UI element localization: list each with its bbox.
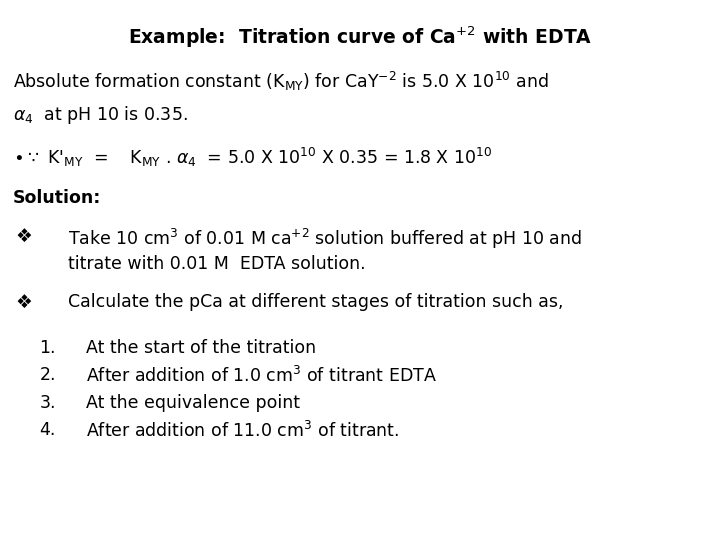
Text: After addition of 11.0 cm$^3$ of titrant.: After addition of 11.0 cm$^3$ of titrant… bbox=[86, 421, 400, 441]
Text: 2.: 2. bbox=[40, 366, 56, 384]
Text: Calculate the pCa at different stages of titration such as,: Calculate the pCa at different stages of… bbox=[68, 293, 564, 311]
Text: After addition of 1.0 cm$^3$ of titrant EDTA: After addition of 1.0 cm$^3$ of titrant … bbox=[86, 366, 437, 386]
Text: $\bullet$$\because$ K'$_{\rm MY}$  =    K$_{\rm MY}$ . $\alpha_4$  = 5.0 X 10$^{: $\bullet$$\because$ K'$_{\rm MY}$ = K$_{… bbox=[13, 146, 492, 169]
Text: titrate with 0.01 M  EDTA solution.: titrate with 0.01 M EDTA solution. bbox=[68, 255, 366, 273]
Text: ❖: ❖ bbox=[16, 293, 32, 312]
Text: $\alpha_4$  at pH 10 is 0.35.: $\alpha_4$ at pH 10 is 0.35. bbox=[13, 104, 188, 126]
Text: At the equivalence point: At the equivalence point bbox=[86, 394, 300, 411]
Text: 1.: 1. bbox=[40, 339, 56, 356]
Text: At the start of the titration: At the start of the titration bbox=[86, 339, 317, 356]
Text: 4.: 4. bbox=[40, 421, 56, 439]
Text: Example:  Titration curve of Ca$^{+2}$ with EDTA: Example: Titration curve of Ca$^{+2}$ wi… bbox=[128, 24, 592, 50]
Text: 3.: 3. bbox=[40, 394, 56, 411]
Text: Absolute formation constant (K$_{\rm MY}$) for CaY$^{-2}$ is 5.0 X 10$^{10}$ and: Absolute formation constant (K$_{\rm MY}… bbox=[13, 70, 549, 93]
Text: ❖: ❖ bbox=[16, 227, 32, 246]
Text: Take 10 cm$^3$ of 0.01 M ca$^{+2}$ solution buffered at pH 10 and: Take 10 cm$^3$ of 0.01 M ca$^{+2}$ solut… bbox=[68, 227, 582, 251]
Text: Solution:: Solution: bbox=[13, 189, 102, 207]
